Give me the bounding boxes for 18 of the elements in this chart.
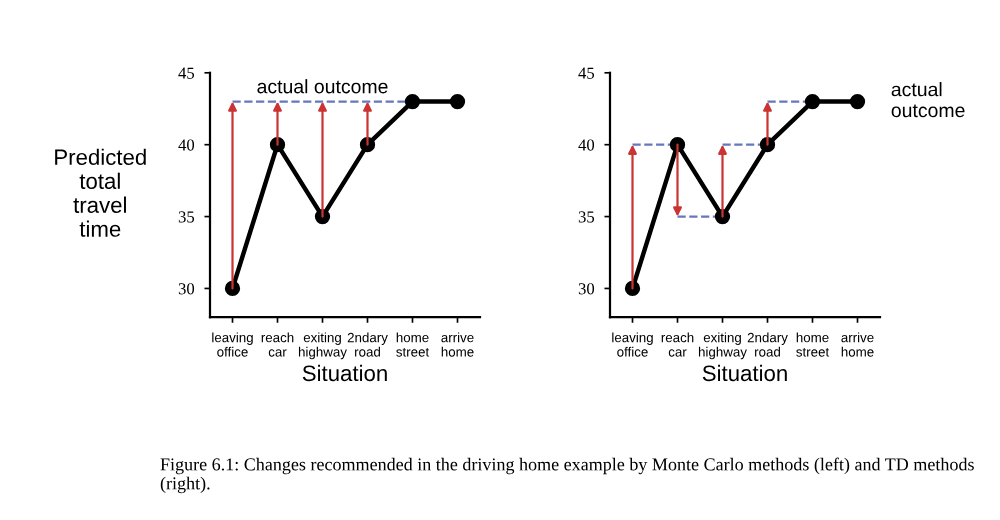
y-tick-label: 35 [178,211,195,223]
annotation: actual outcome [891,82,965,118]
y-tick-label: 45 [178,67,195,79]
point [449,93,466,110]
y-tick-label: 40 [178,139,195,151]
x-axis-title: Situation [302,364,387,382]
y-tick-label: 30 [578,283,595,295]
point [404,93,421,110]
y-tick-label: 45 [578,67,595,79]
y-tick-label: 30 [178,283,195,295]
y-tick-label: 40 [578,139,595,151]
y-tick-label: 35 [578,211,595,223]
caption: Figure 6.1: Changes recommended in the driving home example by Monte Carlo methods (left) and TD methods (right). [160,457,974,494]
point [804,93,821,110]
ref-line-label: actual outcome [257,79,388,94]
point [849,93,866,110]
y-axis-title: Predicted total travel time [55,148,146,237]
x-axis-title: Situation [702,364,787,382]
